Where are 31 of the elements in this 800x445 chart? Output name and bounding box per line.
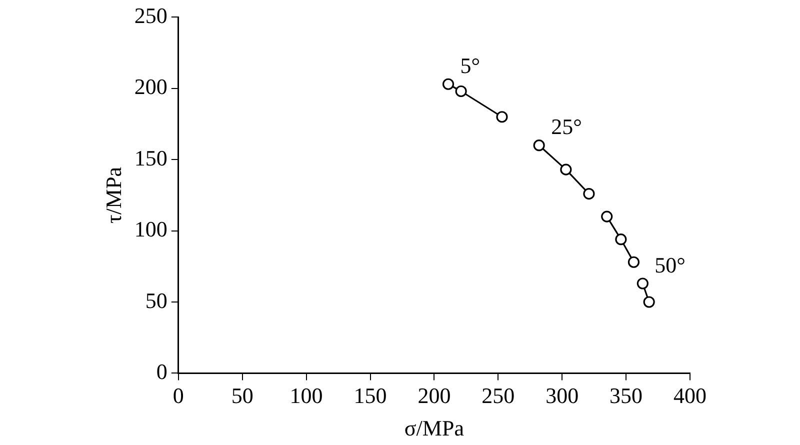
point bbox=[601, 210, 613, 222]
x-tick-label: 300 bbox=[546, 383, 579, 408]
y-tick-label: 0 bbox=[156, 358, 168, 384]
x-tick-label: 50 bbox=[231, 383, 254, 408]
point bbox=[615, 234, 627, 246]
y-axis-title: τ/MPa bbox=[100, 166, 126, 224]
point bbox=[643, 296, 655, 308]
y-tick-label: 50 bbox=[145, 288, 168, 313]
x-tick-label: 0 bbox=[172, 383, 184, 408]
series-label: 50° bbox=[654, 252, 686, 278]
point bbox=[533, 140, 545, 152]
x-axis-title: σ/MPa bbox=[404, 416, 464, 441]
y-tick-label: 250 bbox=[134, 2, 168, 28]
x-tick-label: 250 bbox=[482, 383, 515, 408]
point bbox=[636, 278, 648, 290]
x-tick-label: 200 bbox=[418, 383, 451, 408]
y-tick-label: 200 bbox=[134, 74, 168, 100]
x-tick-label: 100 bbox=[290, 383, 323, 408]
series-label: 25° bbox=[551, 114, 582, 140]
x-tick-label: 150 bbox=[354, 383, 387, 408]
point bbox=[496, 111, 508, 123]
x-tick-label: 400 bbox=[674, 383, 706, 408]
point bbox=[560, 164, 572, 176]
point bbox=[628, 256, 640, 268]
x-tick-label: 350 bbox=[610, 383, 643, 408]
point bbox=[583, 188, 595, 200]
series-label: 5° bbox=[460, 52, 480, 78]
point bbox=[442, 78, 454, 90]
point bbox=[455, 85, 467, 98]
y-tick-label: 100 bbox=[134, 216, 168, 242]
y-tick-label: 150 bbox=[134, 145, 168, 170]
